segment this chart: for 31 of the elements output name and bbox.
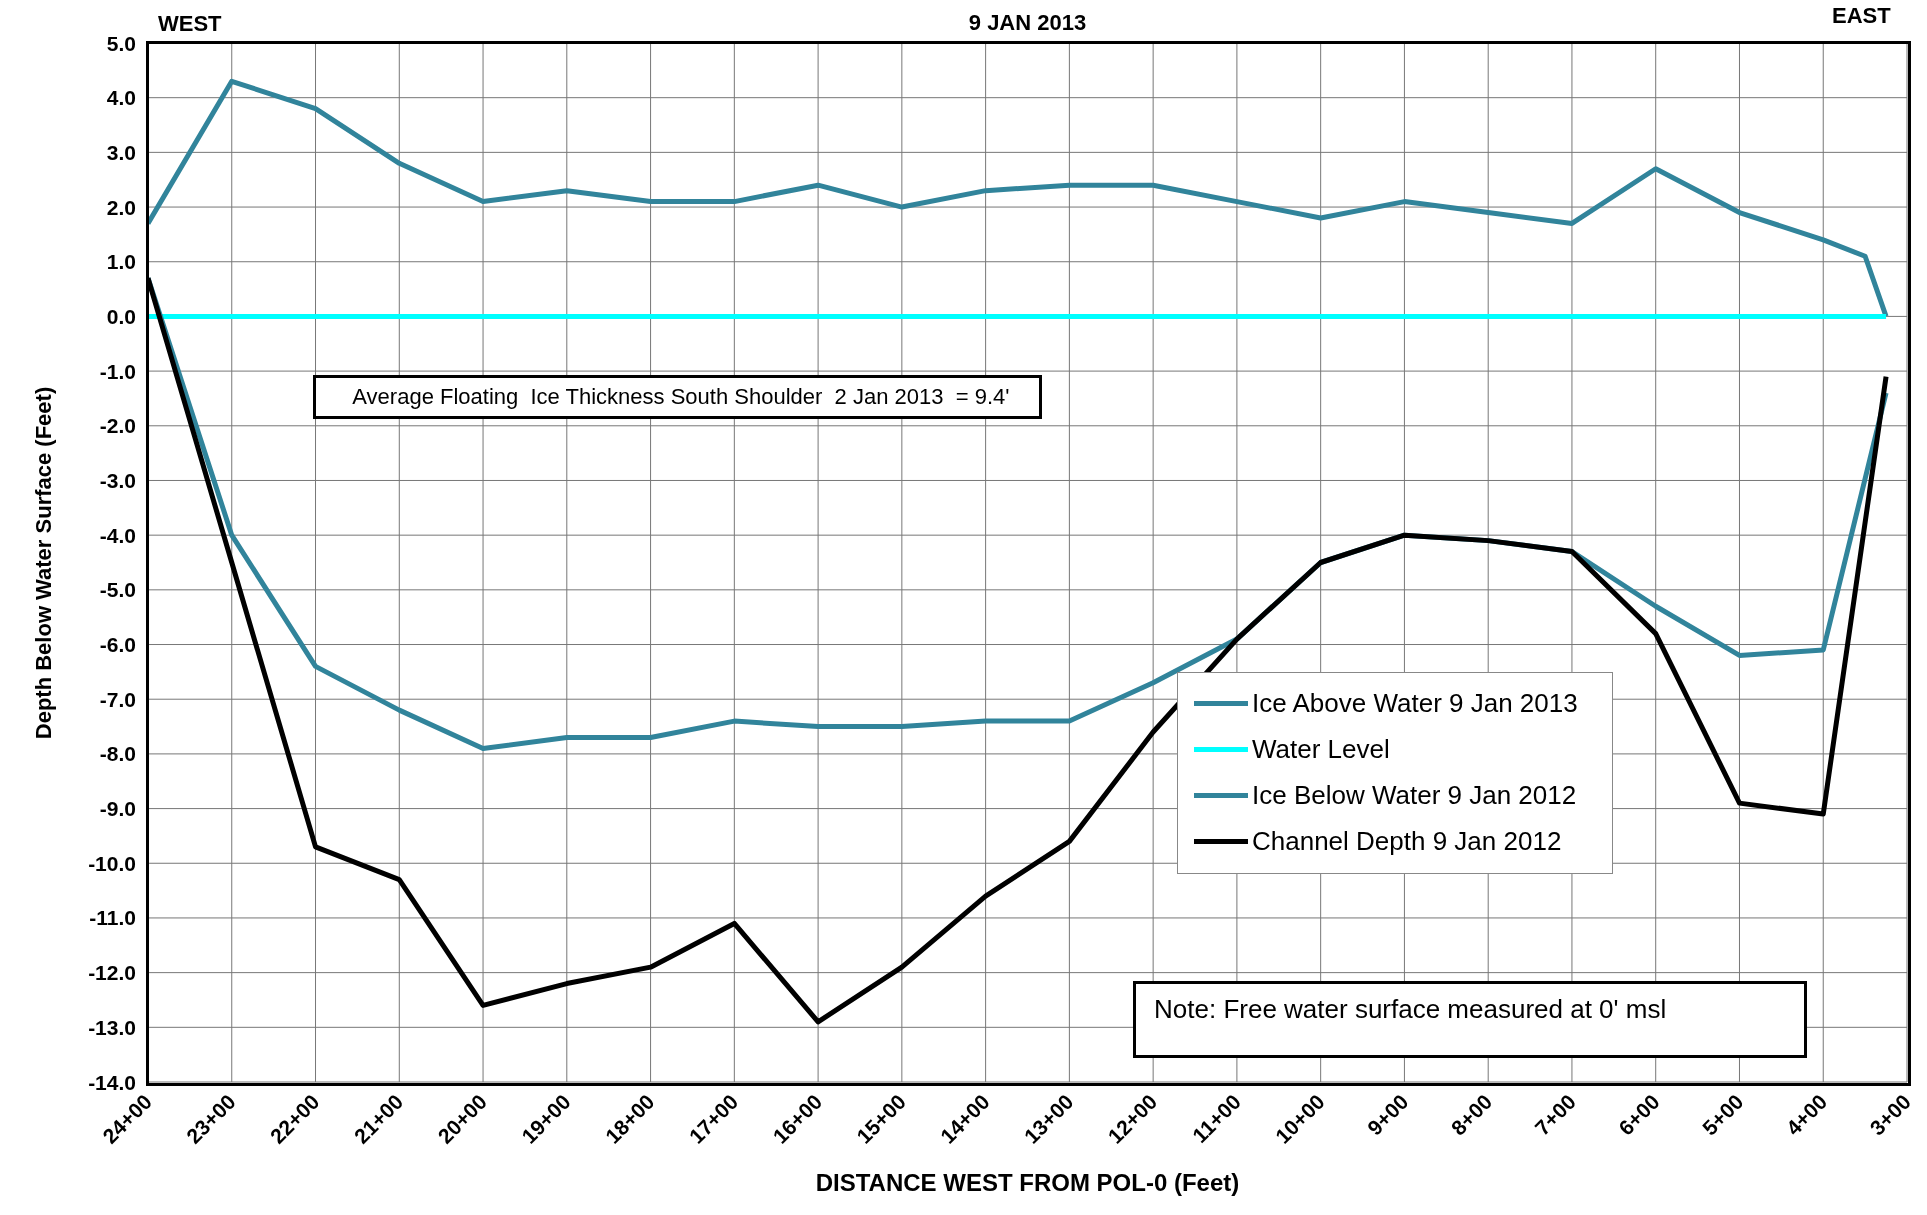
y-tick-label: -9.0	[99, 797, 136, 821]
y-tick-label: 4.0	[106, 86, 136, 110]
y-tick-label: -3.0	[99, 468, 136, 492]
y-tick-label: 2.0	[106, 195, 136, 219]
y-tick-label: -4.0	[99, 523, 136, 547]
chart-title: 9 JAN 2013	[968, 10, 1087, 35]
x-axis-title: DISTANCE WEST FROM POL-0 (Feet)	[814, 1169, 1241, 1197]
y-tick-label: -11.0	[89, 906, 136, 930]
y-tick-label: 5.0	[106, 31, 136, 55]
y-tick-label: -8.0	[99, 742, 136, 766]
y-tick-label: -13.0	[88, 1015, 136, 1039]
text-box: Note: Free water surface measured at 0' msl	[1133, 981, 1808, 1059]
text: EAST	[1832, 3, 1891, 29]
legend-label: Ice Above Water 9 Jan 2013	[1252, 688, 1578, 720]
y-axis-title: Depth Below Water Surface (Feet)	[30, 385, 57, 741]
legend-label: Channel Depth 9 Jan 2012	[1252, 826, 1562, 858]
text: WEST	[158, 11, 222, 37]
y-tick-label: -12.0	[88, 961, 136, 985]
y-tick-label: 1.0	[106, 250, 136, 274]
y-tick-label: -6.0	[99, 633, 136, 657]
text-box: Average Floating Ice Thickness South Shoulder 2 Jan 2013 = 9.4'	[313, 375, 1043, 420]
y-tick-label: -5.0	[99, 578, 136, 602]
y-tick-label: -10.0	[88, 851, 136, 875]
legend-label: Ice Below Water 9 Jan 2012	[1252, 780, 1577, 812]
y-tick-label: -7.0	[99, 687, 136, 711]
y-tick-label: 3.0	[106, 140, 136, 164]
y-tick-label: -1.0	[99, 359, 136, 383]
y-tick-label: 0.0	[106, 304, 136, 328]
y-tick-label: -14.0	[88, 1070, 136, 1094]
legend-label: Water Level	[1252, 734, 1390, 766]
y-tick-label: -2.0	[99, 414, 136, 438]
